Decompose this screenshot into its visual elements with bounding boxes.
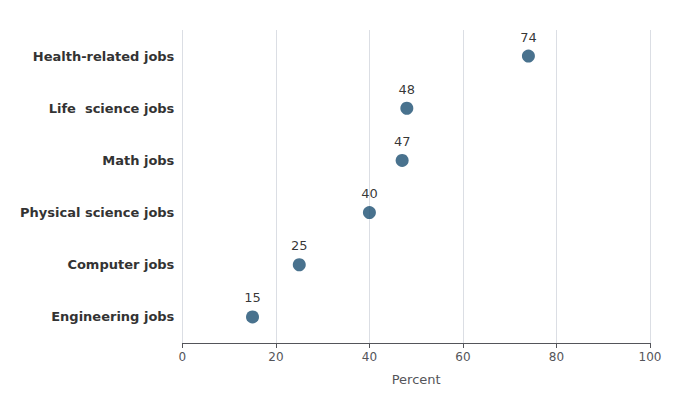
svg-text:60: 60: [455, 350, 470, 364]
svg-text:Physical science jobs: Physical science jobs: [20, 205, 175, 220]
svg-text:Engineering jobs: Engineering jobs: [51, 309, 174, 324]
svg-text:20: 20: [268, 350, 283, 364]
svg-text:100: 100: [639, 350, 662, 364]
svg-text:0: 0: [179, 350, 187, 364]
svg-text:Health-related jobs: Health-related jobs: [33, 49, 175, 64]
svg-text:Life science jobs: Life science jobs: [49, 101, 175, 116]
svg-text:Computer jobs: Computer jobs: [67, 257, 174, 272]
svg-text:40: 40: [361, 186, 378, 201]
svg-text:48: 48: [399, 82, 416, 97]
svg-text:74: 74: [520, 30, 537, 45]
svg-text:40: 40: [362, 350, 377, 364]
svg-text:80: 80: [549, 350, 564, 364]
svg-text:Percent: Percent: [392, 372, 441, 387]
svg-text:15: 15: [244, 290, 261, 305]
svg-text:25: 25: [291, 238, 308, 253]
svg-text:Math jobs: Math jobs: [102, 153, 174, 168]
svg-text:47: 47: [394, 134, 411, 149]
